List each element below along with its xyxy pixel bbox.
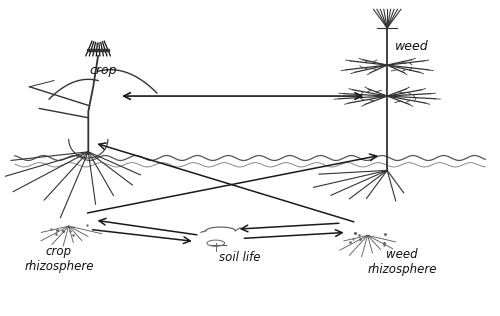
Text: crop: crop <box>89 64 117 77</box>
Text: weed
rhizosphere: weed rhizosphere <box>367 248 436 276</box>
Text: soil life: soil life <box>220 251 261 264</box>
Text: weed: weed <box>395 40 428 53</box>
Text: crop
rhizosphere: crop rhizosphere <box>24 245 94 273</box>
